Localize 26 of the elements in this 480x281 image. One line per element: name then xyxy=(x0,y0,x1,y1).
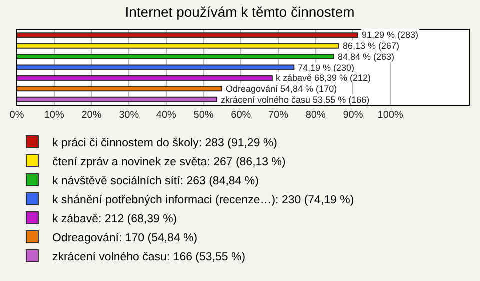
x-tick-label: 80% xyxy=(306,110,326,121)
chart-title: Internet používám k těmto činnostem xyxy=(125,4,355,20)
legend-label: k návštěvě sociálních sítí: 263 (84,84 %) xyxy=(52,175,260,188)
x-tick-label: 50% xyxy=(194,110,214,121)
x-tick-label: 30% xyxy=(119,110,140,121)
legend-label: Odreagování: 170 (54,84 %) xyxy=(52,232,198,244)
legend-label: k zábavě: 212 (68,39 %) xyxy=(52,213,178,226)
x-tick-label: 40% xyxy=(156,110,177,121)
data-label: 74,19 % (230) xyxy=(298,63,355,73)
x-tick-label: 90% xyxy=(343,110,364,121)
data-label: k zábavě 68,39 % (212) xyxy=(276,73,372,83)
x-tick-label: 60% xyxy=(231,110,252,121)
legend-label: čtení zpráv a novinek ze světa: 267 (86,13 %) xyxy=(52,156,286,168)
data-label: Odreagování 54,84 % (170) xyxy=(226,84,338,94)
x-tick-label: 10% xyxy=(44,110,64,121)
legend-label: zkrácení volného času: 166 (53,55 %) xyxy=(52,251,246,264)
x-tick-label: 100% xyxy=(378,110,404,121)
x-tick-label: 70% xyxy=(268,110,289,121)
legend-label: k práci či činnostem do školy: 283 (91,29 %) xyxy=(52,137,278,150)
data-label: 86,13 % (267) xyxy=(343,41,400,51)
data-label: zkrácení volného času 53,55 % (166) xyxy=(221,95,370,105)
x-tick-label: 20% xyxy=(82,110,102,121)
legend-label: k shánění potřebných informaci (recenze…): 230 (74,19 %) xyxy=(52,194,354,206)
x-tick-label: 0% xyxy=(10,110,24,121)
data-label: 84,84 % (263) xyxy=(338,52,395,62)
data-label: 91,29 % (283) xyxy=(362,30,419,40)
